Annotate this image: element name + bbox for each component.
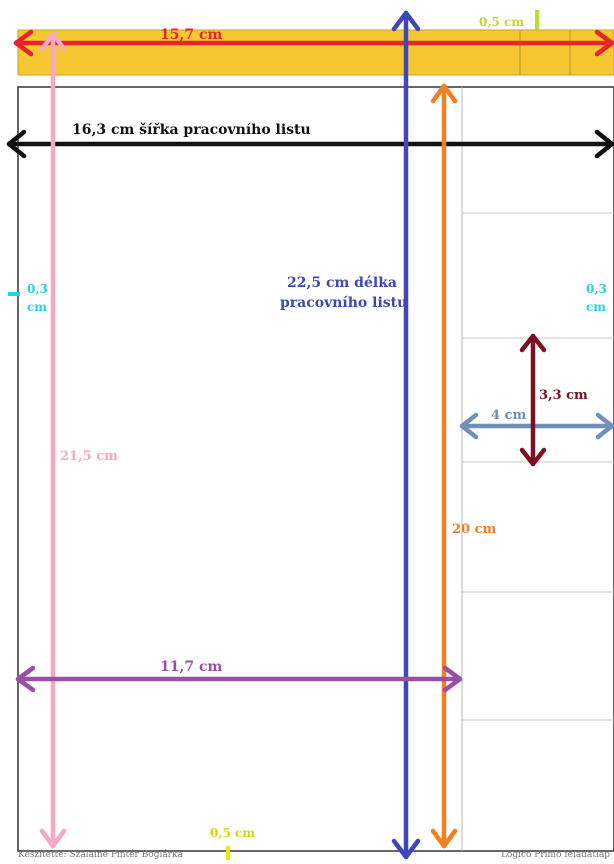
label-sheet-height: 22,5 cm délka pracovního listu <box>280 275 407 311</box>
top-strip <box>17 29 614 76</box>
footer-author: Készítette: Szalainé Pintér Boglárka <box>18 849 183 860</box>
main-width-arrow <box>15 665 463 693</box>
label-card-height: 3,3 cm <box>539 388 588 403</box>
column-height-arrow <box>430 83 458 849</box>
left-height-arrow <box>39 31 67 849</box>
label-sheet-height-line1: 22,5 cm délka <box>287 275 397 291</box>
label-margin-left-unit: cm <box>27 300 47 314</box>
label-column-height: 20 cm <box>452 522 497 537</box>
label-strip-cell: 0,5 cm <box>479 15 524 29</box>
label-strip-width: 15,7 cm <box>160 27 222 43</box>
label-left-height: 21,5 cm <box>60 449 118 464</box>
label-margin-right-value: 0,3 <box>586 282 607 296</box>
sheet-width-arrow <box>6 129 614 159</box>
bottom-margin-marker <box>226 846 230 860</box>
label-main-width: 11,7 cm <box>160 659 222 675</box>
label-sheet-height-line2: pracovního listu <box>280 295 407 311</box>
footer-source: Logico Primo feladatlap <box>501 850 610 860</box>
card-height-arrow <box>519 333 547 467</box>
label-sheet-width: 16,3 cm šířka pracovního listu <box>72 122 311 138</box>
label-margin-left: 0,3 cm <box>27 282 48 314</box>
worksheet-outline <box>17 86 614 852</box>
label-card-width: 4 cm <box>491 408 526 423</box>
label-margin-right-unit: cm <box>586 300 606 314</box>
label-bottom-margin: 0,5 cm <box>210 826 255 840</box>
strip-cell-marker <box>535 10 539 30</box>
card-width-arrow <box>459 412 614 440</box>
left-margin-marker <box>8 292 20 296</box>
sheet-height-arrow <box>391 10 421 860</box>
strip-width-arrow <box>13 29 614 57</box>
label-margin-left-value: 0,3 <box>27 282 48 296</box>
label-margin-right: 0,3 cm <box>586 282 607 314</box>
